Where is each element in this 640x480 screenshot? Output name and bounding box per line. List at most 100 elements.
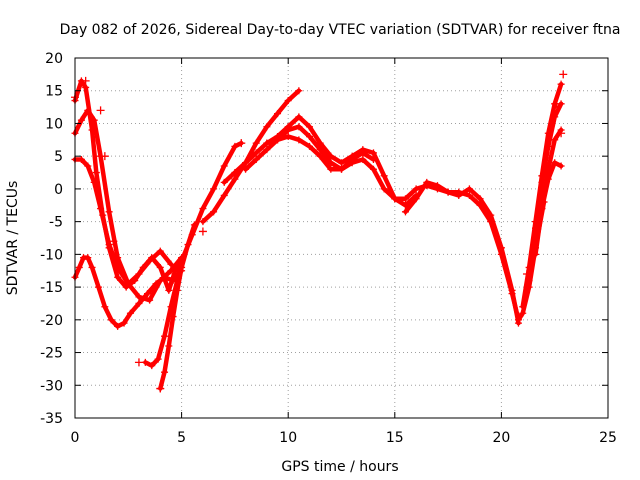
data-point bbox=[476, 201, 484, 209]
data-point bbox=[401, 201, 409, 209]
data-point bbox=[199, 218, 207, 226]
data-point bbox=[146, 296, 154, 304]
data-point bbox=[295, 123, 303, 131]
y-tick-label: -20 bbox=[40, 313, 63, 329]
data-point bbox=[173, 260, 181, 268]
plus-marker bbox=[529, 247, 538, 256]
data-point bbox=[178, 263, 186, 271]
data-point bbox=[105, 208, 113, 216]
plus-marker bbox=[81, 76, 90, 85]
data-point bbox=[465, 185, 473, 193]
data-point bbox=[167, 267, 175, 275]
series-line bbox=[526, 101, 564, 283]
data-point bbox=[146, 257, 154, 265]
data-point bbox=[173, 277, 181, 285]
data-point bbox=[114, 322, 122, 330]
data-point bbox=[231, 169, 239, 177]
data-point bbox=[284, 123, 292, 131]
data-point bbox=[295, 136, 303, 144]
data-point bbox=[544, 165, 552, 173]
data-point bbox=[508, 286, 516, 294]
y-axis-label: SDTVAR / TECUs bbox=[5, 181, 21, 296]
data-point bbox=[90, 178, 98, 186]
plus-marker bbox=[557, 129, 566, 138]
data-point bbox=[519, 309, 527, 317]
data-point bbox=[120, 319, 128, 327]
data-point bbox=[487, 211, 495, 219]
data-point bbox=[525, 283, 533, 291]
data-point bbox=[412, 195, 420, 203]
data-point bbox=[88, 126, 96, 134]
plus-marker bbox=[156, 384, 165, 393]
data-point bbox=[84, 254, 92, 262]
data-point bbox=[199, 205, 207, 213]
data-point bbox=[161, 368, 169, 376]
series-line bbox=[200, 88, 302, 224]
data-point bbox=[77, 155, 85, 163]
plus-marker bbox=[522, 270, 531, 278]
data-point bbox=[551, 136, 559, 144]
data-point bbox=[188, 231, 196, 239]
data-point bbox=[369, 155, 377, 163]
data-point bbox=[252, 139, 260, 147]
data-point bbox=[525, 277, 533, 285]
y-tick-label: 0 bbox=[54, 182, 63, 198]
data-point bbox=[135, 270, 143, 278]
data-point bbox=[135, 299, 143, 307]
data-point bbox=[274, 110, 282, 118]
plus-marker bbox=[109, 237, 118, 246]
data-point bbox=[306, 142, 314, 150]
data-point bbox=[423, 178, 431, 186]
data-point bbox=[105, 241, 113, 249]
axes: 0 5 10 15 20 25 20 15 10 5 0 -5 -10 -15 -20 -25 -30 -35 bbox=[40, 51, 617, 446]
x-tick-label: 20 bbox=[492, 430, 510, 446]
data-point bbox=[455, 191, 463, 199]
data-point bbox=[433, 182, 441, 190]
series-line bbox=[539, 160, 564, 211]
data-point bbox=[401, 195, 409, 203]
y-tick-label: -35 bbox=[40, 411, 63, 427]
y-tick-label: -10 bbox=[40, 247, 63, 263]
data-point bbox=[338, 159, 345, 167]
data-point bbox=[220, 178, 228, 186]
data-point bbox=[107, 316, 115, 324]
data-point bbox=[231, 175, 239, 183]
data-point bbox=[514, 319, 522, 327]
data-point bbox=[465, 191, 473, 199]
data-point bbox=[263, 139, 271, 147]
data-point bbox=[557, 162, 565, 170]
x-tick-label: 15 bbox=[386, 430, 404, 446]
data-point bbox=[295, 87, 303, 95]
data-point bbox=[167, 260, 175, 268]
data-point bbox=[135, 293, 143, 301]
data-point bbox=[210, 185, 218, 193]
data-point bbox=[284, 97, 292, 105]
data-point bbox=[544, 129, 552, 137]
data-point bbox=[551, 113, 559, 121]
data-point bbox=[126, 309, 134, 317]
y-tick-label: 5 bbox=[54, 149, 63, 165]
data-point bbox=[538, 205, 546, 213]
x-tick-label: 0 bbox=[71, 430, 80, 446]
plus-marker bbox=[237, 139, 246, 148]
data-point bbox=[557, 80, 565, 88]
data-point bbox=[380, 172, 388, 180]
data-point bbox=[316, 139, 324, 147]
data-point bbox=[165, 342, 173, 350]
data-point bbox=[412, 185, 420, 193]
data-point bbox=[156, 277, 164, 285]
data-point bbox=[220, 191, 228, 199]
data-point bbox=[167, 303, 175, 311]
x-tick-label: 10 bbox=[279, 430, 297, 446]
data-point bbox=[444, 188, 452, 196]
data-point bbox=[124, 280, 132, 288]
y-tick-label: 20 bbox=[45, 51, 63, 67]
data-point bbox=[369, 165, 377, 173]
data-point bbox=[156, 263, 164, 271]
data-point bbox=[88, 263, 96, 271]
data-point bbox=[525, 263, 533, 271]
data-point bbox=[327, 165, 335, 173]
data-point bbox=[263, 123, 271, 131]
data-point bbox=[141, 358, 149, 366]
data-point bbox=[114, 273, 122, 281]
